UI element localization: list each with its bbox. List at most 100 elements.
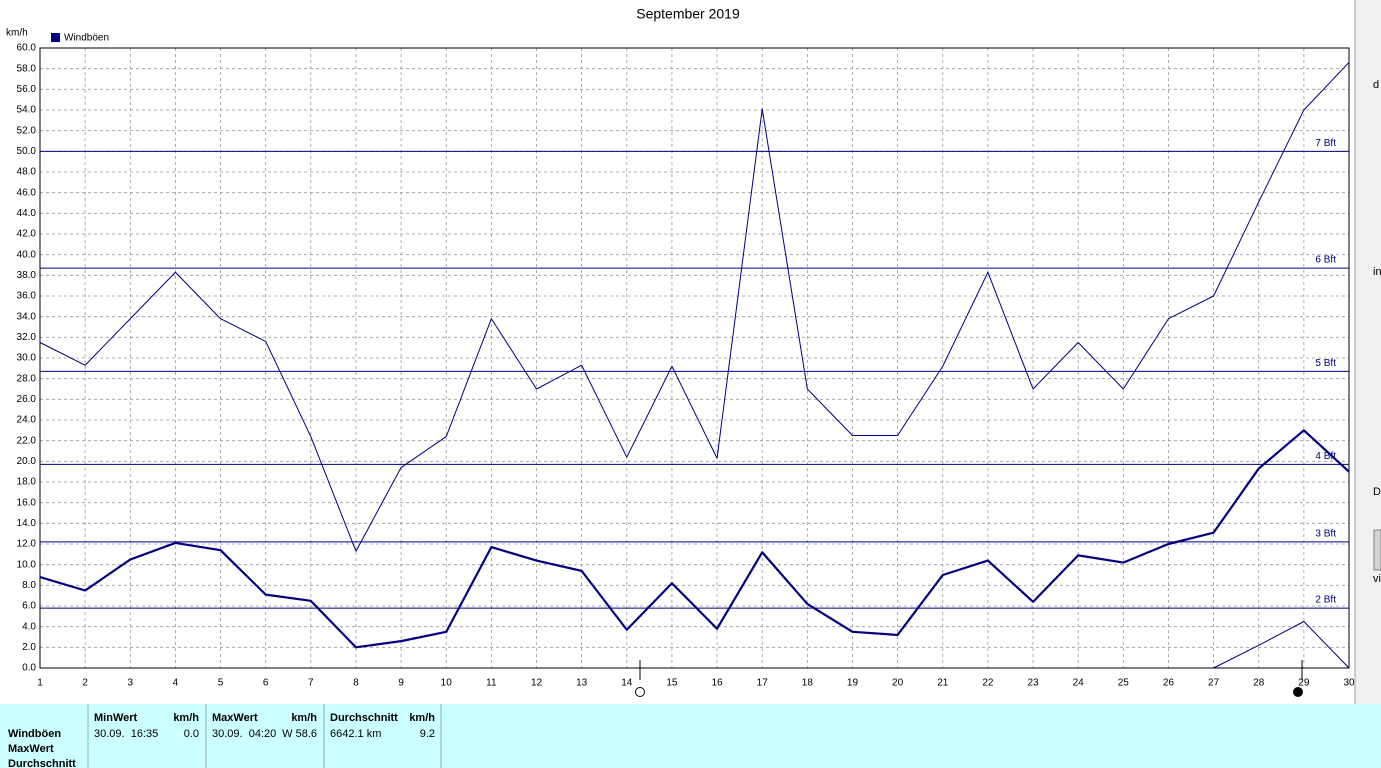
reference-label: 7 Bft <box>1315 138 1336 149</box>
y-tick-label: 60.0 <box>17 43 37 54</box>
y-tick-label: 8.0 <box>22 580 36 591</box>
y-tick-label: 48.0 <box>17 167 37 178</box>
y-tick-label: 56.0 <box>17 84 37 95</box>
side-label: vi <box>1373 573 1381 585</box>
stats-cell: W 58.6 <box>282 728 317 740</box>
y-tick-label: 18.0 <box>17 477 37 488</box>
x-tick-label: 5 <box>218 678 224 689</box>
stats-cell: 0.0 <box>184 728 199 740</box>
x-tick-label: 8 <box>353 678 359 689</box>
stats-cell: 6642.1 km <box>330 728 381 740</box>
y-tick-label: 0.0 <box>22 663 36 674</box>
y-axis-unit: km/h <box>6 28 28 39</box>
y-tick-label: 36.0 <box>17 291 37 302</box>
stats-cell: 30.09. 04:20 <box>212 728 276 740</box>
side-label: d <box>1373 79 1379 91</box>
stats-row-label: MaxWert <box>8 743 54 755</box>
x-tick-label: 14 <box>621 678 633 689</box>
x-tick-label: 13 <box>576 678 588 689</box>
stats-unit: km/h <box>291 712 317 724</box>
stats-row-label: Durchschnitt <box>8 758 76 768</box>
x-tick-label: 11 <box>486 678 497 689</box>
y-tick-label: 2.0 <box>22 642 36 653</box>
x-tick-label: 16 <box>712 678 724 689</box>
x-tick-label: 6 <box>263 678 269 689</box>
y-tick-label: 44.0 <box>17 208 37 219</box>
x-tick-label: 1 <box>37 678 43 689</box>
x-tick-label: 10 <box>441 678 453 689</box>
side-panel <box>1355 0 1381 704</box>
x-tick-label: 30 <box>1343 678 1355 689</box>
legend-label: Windböen <box>64 33 109 44</box>
moon-full <box>635 687 645 697</box>
y-tick-label: 28.0 <box>17 373 37 384</box>
x-tick-label: 27 <box>1208 678 1220 689</box>
stats-cell: 9.2 <box>420 728 435 740</box>
y-tick-label: 40.0 <box>17 249 37 260</box>
stats-row-label: Windböen <box>8 728 61 740</box>
stats-unit: km/h <box>409 712 435 724</box>
scrollbar[interactable] <box>1373 529 1381 571</box>
y-tick-label: 38.0 <box>17 270 37 281</box>
reference-label: 4 Bft <box>1315 451 1336 462</box>
x-tick-label: 23 <box>1027 678 1039 689</box>
x-tick-label: 22 <box>982 678 994 689</box>
y-tick-label: 34.0 <box>17 311 37 322</box>
y-tick-label: 10.0 <box>17 559 37 570</box>
y-tick-label: 52.0 <box>17 125 37 136</box>
legend-swatch <box>51 33 60 42</box>
y-tick-label: 54.0 <box>17 105 37 116</box>
x-tick-label: 28 <box>1253 678 1265 689</box>
y-tick-label: 26.0 <box>17 394 37 405</box>
y-tick-label: 6.0 <box>22 601 36 612</box>
x-tick-label: 24 <box>1073 678 1085 689</box>
series-line <box>39 429 1350 649</box>
x-tick-label: 20 <box>892 678 904 689</box>
x-tick-label: 2 <box>82 678 88 689</box>
x-tick-label: 9 <box>398 678 404 689</box>
stats-header: MinWert <box>94 712 138 724</box>
plot-frame <box>39 47 1350 669</box>
side-label: D <box>1373 486 1381 498</box>
y-tick-label: 42.0 <box>17 229 37 240</box>
stats-header: Durchschnitt <box>330 712 398 724</box>
x-tick-label: 26 <box>1163 678 1175 689</box>
series-line <box>1213 621 1350 669</box>
x-tick-label: 3 <box>127 678 133 689</box>
y-tick-label: 24.0 <box>17 415 37 426</box>
y-tick-label: 46.0 <box>17 187 37 198</box>
y-tick-label: 4.0 <box>22 621 36 632</box>
reference-label: 5 Bft <box>1315 358 1336 369</box>
y-tick-label: 16.0 <box>17 497 37 508</box>
y-tick-label: 32.0 <box>17 332 37 343</box>
y-tick-label: 22.0 <box>17 435 37 446</box>
reference-label: 2 Bft <box>1315 595 1336 606</box>
y-tick-label: 12.0 <box>17 539 37 550</box>
y-tick-label: 58.0 <box>17 63 37 74</box>
x-tick-label: 29 <box>1298 678 1310 689</box>
stats-panel <box>0 704 1381 768</box>
x-tick-label: 12 <box>531 678 543 689</box>
x-tick-label: 18 <box>802 678 814 689</box>
moon-new <box>1293 687 1303 697</box>
y-tick-label: 30.0 <box>17 353 37 364</box>
side-label: in <box>1373 266 1381 278</box>
x-tick-label: 17 <box>757 678 769 689</box>
x-tick-label: 21 <box>937 678 949 689</box>
x-tick-label: 7 <box>308 678 314 689</box>
chart-title: September 2019 <box>636 6 740 22</box>
y-tick-label: 50.0 <box>17 146 37 157</box>
y-tick-label: 14.0 <box>17 518 37 529</box>
reference-label: 3 Bft <box>1315 529 1336 540</box>
stats-header: MaxWert <box>212 712 258 724</box>
y-tick-label: 20.0 <box>17 456 37 467</box>
reference-label: 6 Bft <box>1315 255 1336 266</box>
x-tick-label: 19 <box>847 678 859 689</box>
x-tick-label: 4 <box>173 678 179 689</box>
x-tick-label: 25 <box>1118 678 1130 689</box>
series-line <box>39 62 1350 552</box>
stats-cell: 30.09. 16:35 <box>94 728 158 740</box>
